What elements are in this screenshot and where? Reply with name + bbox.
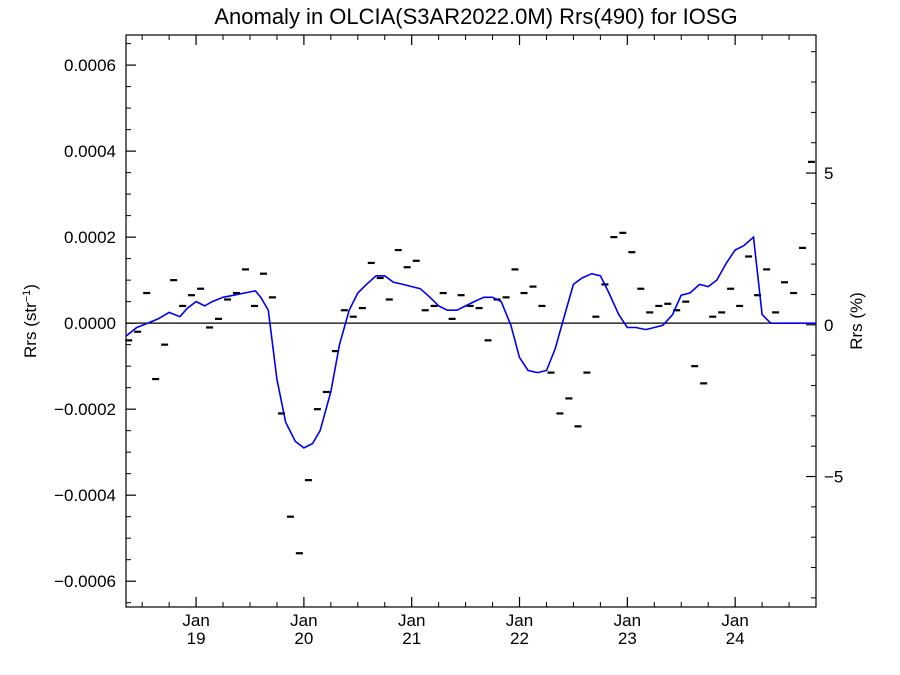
y-axis-right: 5 0 −5 bbox=[806, 51, 843, 599]
y-axis-left-label-close: ) bbox=[21, 284, 40, 290]
chart-title: Anomaly in OLCIA(S3AR2022.0M) Rrs(490) f… bbox=[214, 4, 737, 29]
y-right-tick-label: −5 bbox=[824, 468, 843, 487]
x-tick-year-label: 20 bbox=[294, 629, 313, 648]
x-tick-month-label: Jan bbox=[398, 611, 425, 630]
x-tick-year-label: 19 bbox=[187, 629, 206, 648]
y-right-tick-label: 5 bbox=[824, 164, 833, 183]
y-axis-left: 0.0006 0.0004 0.0002 0.0000 −0.0002 −0.0004 −0… bbox=[54, 43, 136, 604]
y-left-tick-label: 0.0006 bbox=[64, 56, 116, 75]
y-axis-left-label: Rrs (str−1) bbox=[21, 284, 40, 358]
plot-frame bbox=[125, 34, 817, 608]
y-right-tick-label: 0 bbox=[824, 316, 833, 335]
x-tick-year-label: 24 bbox=[726, 629, 745, 648]
y-axis-left-label-main: Rrs (str bbox=[21, 302, 40, 358]
y-axis-left-label-sup: −1 bbox=[21, 290, 33, 303]
x-tick-year-label: 22 bbox=[510, 629, 529, 648]
x-tick-year-label: 21 bbox=[402, 629, 421, 648]
x-tick-month-label: Jan bbox=[614, 611, 641, 630]
x-tick-month-label: Jan bbox=[182, 611, 209, 630]
x-tick-month-label: Jan bbox=[506, 611, 533, 630]
x-tick-month-label: Jan bbox=[290, 611, 317, 630]
y-left-tick-label: 0.0000 bbox=[64, 314, 116, 333]
plot-border bbox=[125, 34, 817, 608]
y-left-tick-label: −0.0002 bbox=[54, 400, 116, 419]
y-left-tick-label: 0.0002 bbox=[64, 228, 116, 247]
y-axis-right-label: Rrs (%) bbox=[847, 292, 866, 350]
x-tick-year-label: 23 bbox=[618, 629, 637, 648]
y-left-tick-label: 0.0004 bbox=[64, 142, 116, 161]
y-left-tick-label: −0.0006 bbox=[54, 572, 116, 591]
monthly-anomaly-markers bbox=[125, 160, 815, 555]
y-left-tick-label: −0.0004 bbox=[54, 486, 116, 505]
x-tick-month-label: Jan bbox=[721, 611, 748, 630]
smoothed-anomaly-line bbox=[125, 235, 816, 449]
